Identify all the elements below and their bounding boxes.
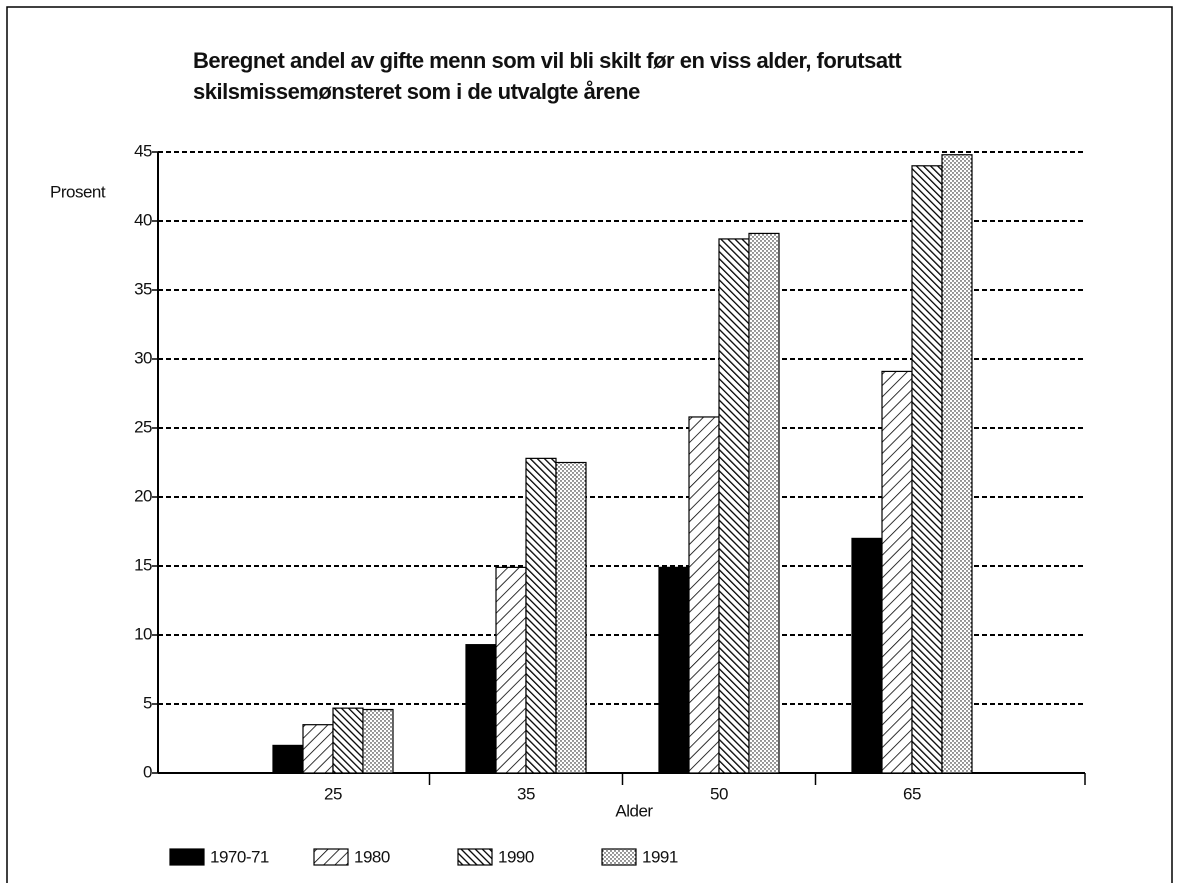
x-tick-label: 65 [903,784,921,803]
bar [941,154,973,774]
x-tick-label: 25 [324,784,342,803]
bar [525,457,557,774]
bar [658,566,690,774]
bar [555,461,587,774]
bar [272,744,304,774]
y-axis-label: Prosent [50,182,106,201]
bar [748,232,780,774]
y-tick-label: 0 [143,762,152,781]
legend-label: 1990 [498,847,534,866]
frame [6,6,1173,883]
bar [718,238,750,774]
legend-label: 1991 [642,847,678,866]
x-tick-label: 35 [517,784,535,803]
bar [362,708,394,774]
y-tick-label: 25 [134,417,152,436]
bar [851,537,883,774]
y-tick-label: 40 [134,210,152,229]
bar [688,416,720,774]
bar [332,707,364,774]
legend-swatch [601,848,637,866]
bar [302,724,334,774]
legend-label: 1980 [354,847,390,866]
x-tick-label: 50 [710,784,728,803]
chart-title: Beregnet andel av gifte menn som vil bli… [193,48,902,73]
y-tick-label: 20 [134,486,152,505]
y-tick-label: 30 [134,348,152,367]
y-tick-label: 45 [134,141,152,160]
legend-swatch [457,848,493,866]
y-tick-label: 35 [134,279,152,298]
y-tick-label: 10 [134,624,152,643]
legend-swatch [169,848,205,866]
legend-label: 1970-71 [210,847,269,866]
x-axis-label: Alder [615,801,653,820]
chart-title: skilsmissemønsteret som i de utvalgte år… [193,79,640,104]
bar [881,370,913,774]
y-tick-label: 15 [134,555,152,574]
bar [495,566,527,774]
bar [911,165,943,774]
legend-swatch [313,848,349,866]
y-tick-label: 5 [143,693,152,712]
bar [465,644,497,774]
